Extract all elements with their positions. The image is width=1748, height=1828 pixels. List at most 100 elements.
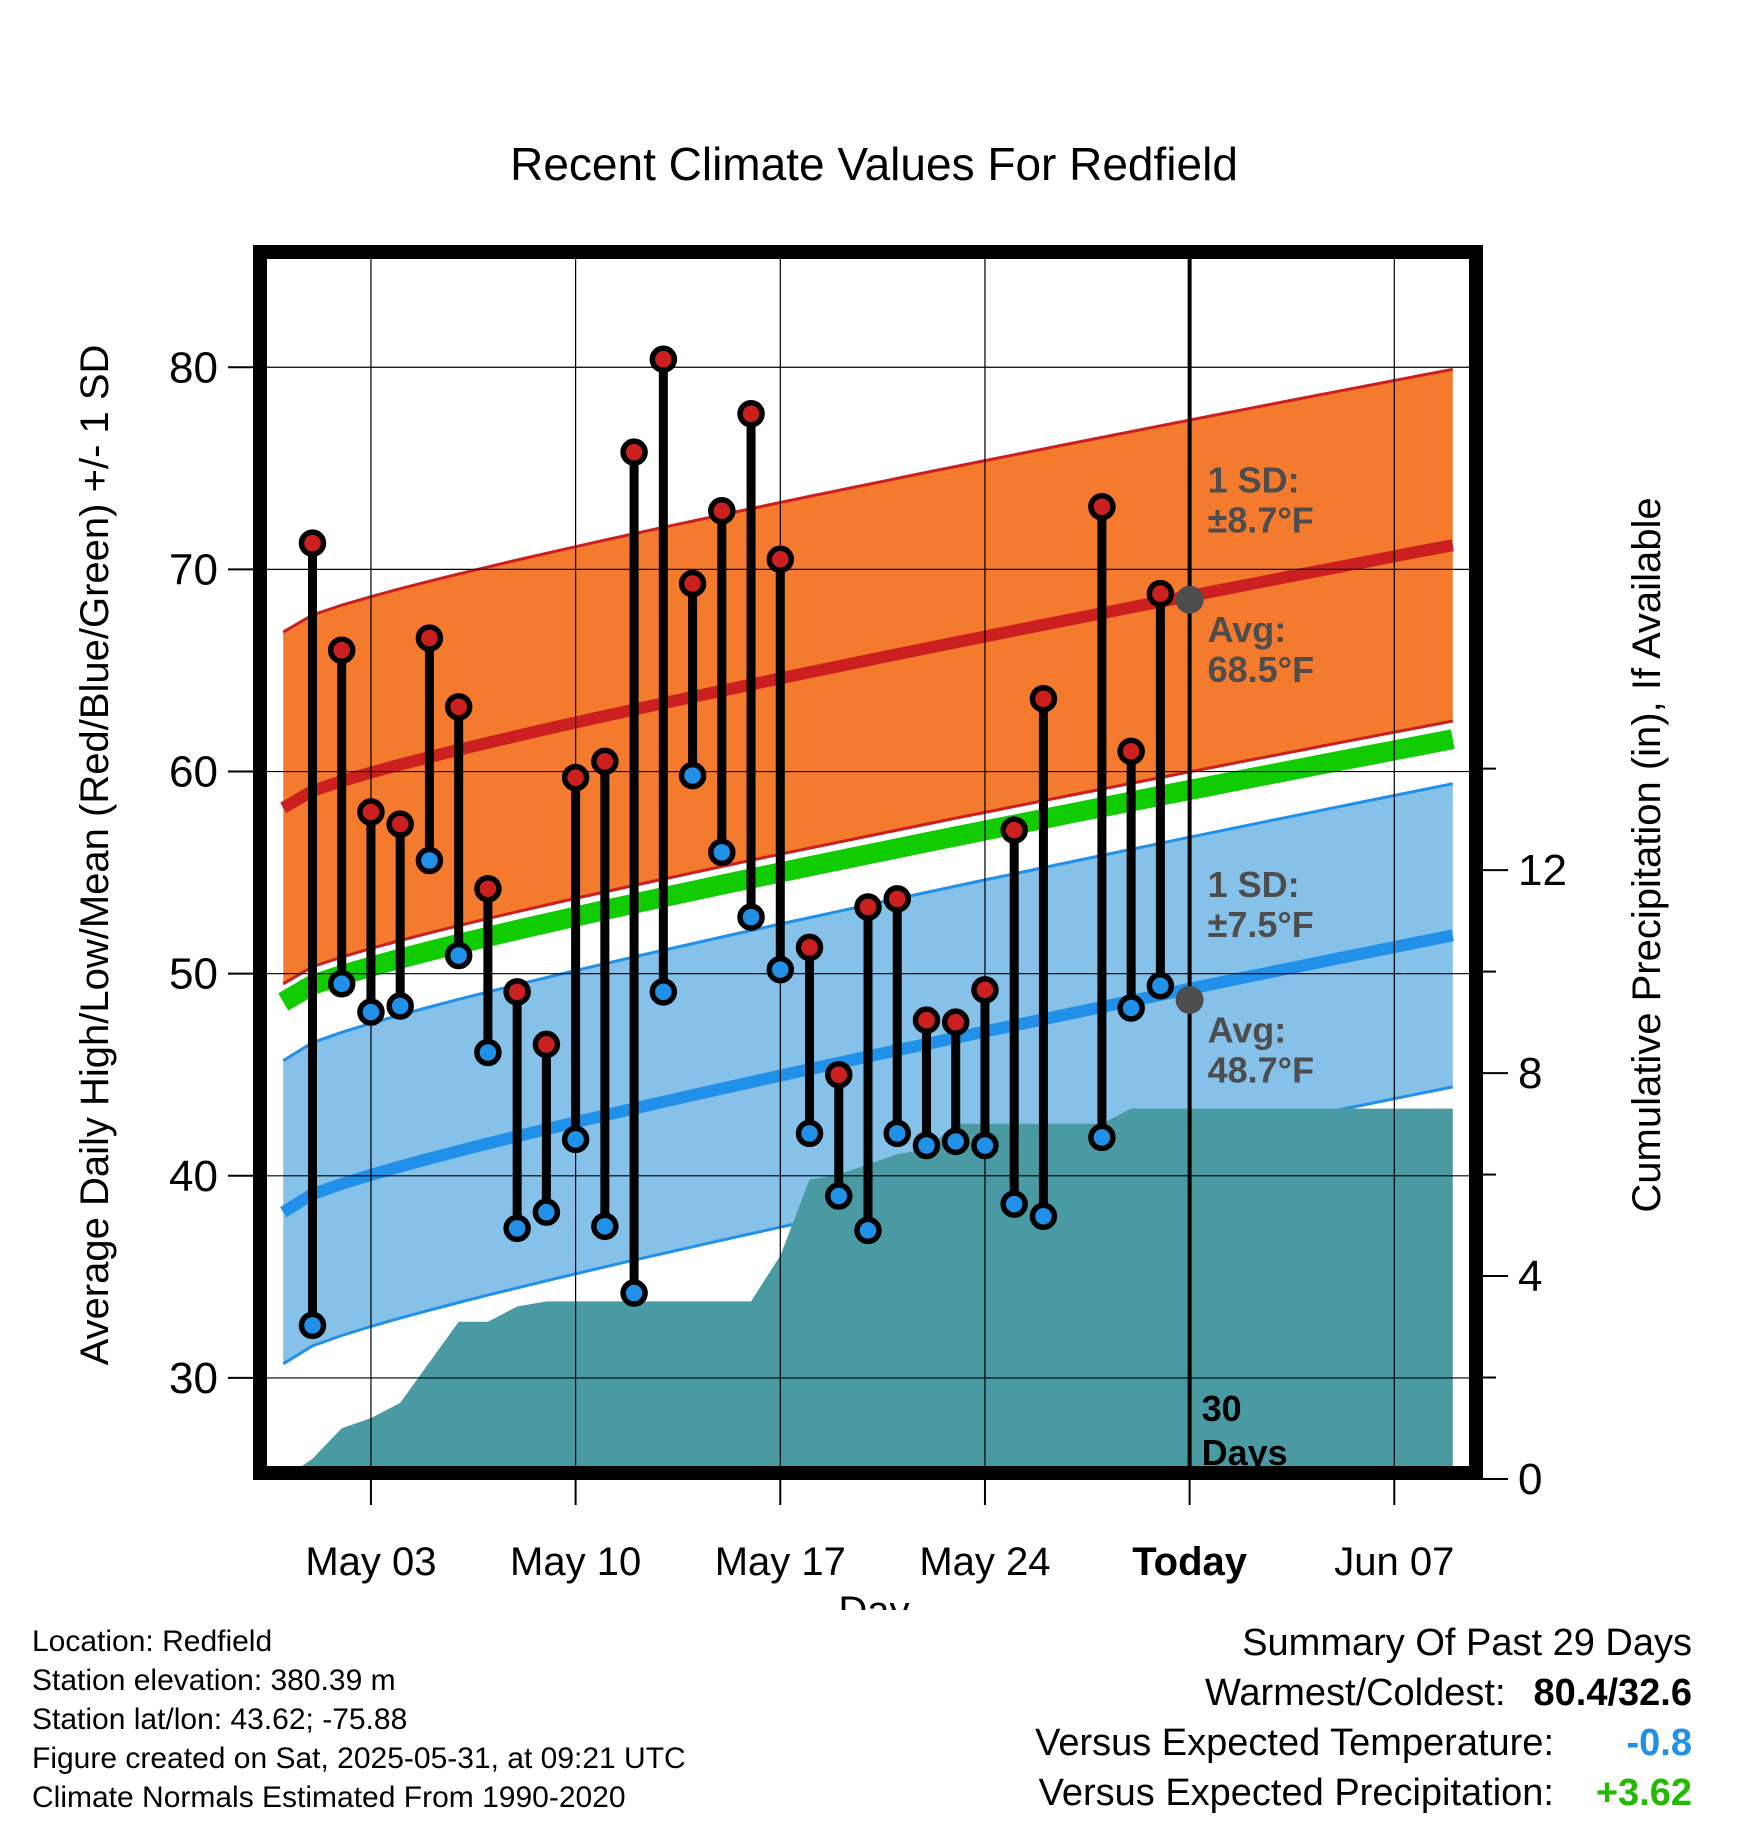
high-temp-point — [327, 636, 356, 665]
low-temp-point — [327, 970, 356, 998]
warm-cold-label: Warmest/Coldest: — [1204, 1672, 1506, 1714]
low-temp-point — [415, 846, 444, 875]
high-temp-point — [474, 875, 502, 903]
temp-label: Versus Expected Temperature: — [1035, 1722, 1554, 1764]
high-temp-point — [1029, 685, 1058, 713]
high-temp-point — [357, 798, 385, 826]
low-temp-point — [912, 1131, 941, 1160]
climate-chart: Recent Climate Values For Redfield 1 SD:… — [73, 138, 1669, 1610]
low-temp-point — [591, 1212, 619, 1241]
low-avg-annotation-line: 48.7°F — [1208, 1049, 1314, 1090]
low-temp-point — [1029, 1202, 1058, 1230]
y-tick-label: 80 — [169, 343, 218, 392]
high-mean-line — [280, 539, 1454, 814]
low-temp-point — [386, 992, 414, 1020]
low-temp-point — [1146, 972, 1175, 1000]
low-temp-point — [1088, 1123, 1116, 1152]
y-tick-label: 40 — [169, 1152, 218, 1201]
high-sd-annotation: 1 SD: ±8.7°F — [1208, 460, 1314, 541]
low-temp-point — [737, 903, 765, 931]
high-temp-point — [971, 976, 999, 1004]
summary-temp: Versus Expected Temperature: -0.8 — [1035, 1718, 1692, 1768]
high-temp-point — [386, 810, 414, 838]
high-temp-point — [649, 345, 678, 373]
high-temp-point — [415, 624, 444, 652]
low-temp-point — [766, 955, 795, 984]
x-tick-label: May 17 — [715, 1540, 846, 1584]
info-elevation: Station elevation: 380.39 m — [32, 1664, 396, 1697]
mean-normal-line — [278, 729, 1455, 1011]
precip-label: Versus Expected Precipitation: — [1038, 1772, 1554, 1814]
low-temp-point — [1117, 994, 1145, 1022]
high-temp-point — [503, 978, 531, 1006]
low-temp-point — [561, 1125, 590, 1154]
high-temp-point — [1000, 816, 1028, 844]
low-avg-marker — [1175, 985, 1204, 1014]
info-created: Figure created on Sat, 2025-05-31, at 09… — [32, 1742, 686, 1775]
x-axis-label: Day — [838, 1589, 909, 1610]
high-avg-annotation-line: Avg: — [1208, 609, 1287, 650]
low-temp-point — [1000, 1190, 1028, 1218]
y-tick-label: 70 — [169, 545, 218, 594]
high-temp-point — [737, 400, 765, 428]
warm-cold-value: 80.4/32.6 — [1533, 1672, 1692, 1714]
low-temp-point — [620, 1279, 648, 1307]
low-temp-point — [474, 1038, 502, 1067]
plot-frame — [253, 245, 1483, 1480]
high-temp-point — [591, 747, 619, 776]
y2-tick-label: 4 — [1518, 1252, 1542, 1301]
y2-axis-label: Cumulative Precipitation (in), If Availa… — [1625, 497, 1669, 1212]
high-temp-point — [883, 885, 911, 913]
high-temp-point — [825, 1060, 853, 1089]
low-temp-point — [854, 1216, 882, 1245]
summary-warm-cold: Warmest/Coldest: 80.4/32.6 — [1035, 1668, 1692, 1718]
low-avg-annotation-line: Avg: — [1208, 1009, 1287, 1050]
summary-title: Summary Of Past 29 Days — [1242, 1622, 1692, 1664]
high-temp-point — [1146, 579, 1175, 608]
high-temp-point — [1088, 492, 1116, 521]
y-axis-label: Average Daily High/Low/Mean (Red/Blue/Gr… — [73, 345, 117, 1366]
low-temp-point — [971, 1131, 999, 1160]
high-temp-point — [678, 569, 707, 598]
low-avg-annotation: Avg: 48.7°F — [1208, 1009, 1314, 1090]
y2-tick-label: 12 — [1518, 846, 1567, 895]
low-sd-annotation: 1 SD: ±7.5°F — [1208, 864, 1314, 945]
high-temp-point — [941, 1008, 970, 1036]
chart-title: Recent Climate Values For Redfield — [510, 138, 1238, 190]
info-latlon: Station lat/lon: 43.62; -75.88 — [32, 1703, 408, 1736]
y-tick-label: 30 — [169, 1354, 218, 1403]
high-temp-point — [444, 693, 473, 721]
low-temp-point — [298, 1311, 327, 1340]
high-sd-annotation-line: 1 SD: — [1208, 460, 1300, 501]
info-location: Location: Redfield — [32, 1625, 273, 1658]
station-info: Location: Redfield Station elevation: 38… — [32, 1622, 686, 1817]
low-temp-point — [678, 761, 707, 790]
low-temp-point — [503, 1214, 531, 1243]
low-sd-annotation-line: 1 SD: — [1208, 864, 1300, 905]
y-tick-label: 50 — [169, 950, 218, 999]
low-temp-point — [825, 1182, 853, 1210]
high-temp-point — [532, 1030, 561, 1059]
high-temp-point — [620, 438, 648, 466]
high-temp-point — [854, 893, 882, 921]
high-avg-marker — [1175, 585, 1204, 614]
low-temp-point — [708, 838, 736, 867]
high-avg-annotation: Avg: 68.5°F — [1208, 609, 1314, 690]
low-temp-point — [795, 1119, 824, 1148]
high-temp-point — [766, 545, 795, 574]
low-temp-point — [444, 941, 473, 970]
today-days-label-line: 30 — [1202, 1388, 1242, 1429]
summary-panel: Summary Of Past 29 Days Warmest/Coldest:… — [1035, 1618, 1692, 1818]
high-temp-point — [912, 1006, 941, 1034]
x-tick-label: May 03 — [305, 1540, 436, 1584]
high-temp-point — [795, 933, 824, 962]
high-temp-point — [708, 497, 736, 525]
high-temp-point — [1117, 737, 1145, 766]
low-sd-annotation-line: ±7.5°F — [1208, 904, 1314, 945]
x-tick-label: May 24 — [919, 1540, 1050, 1584]
low-temp-point — [883, 1119, 911, 1148]
x-tick-label: May 10 — [510, 1540, 641, 1584]
temp-value: -0.8 — [1626, 1722, 1692, 1764]
high-sd-annotation-line: ±8.7°F — [1208, 500, 1314, 541]
